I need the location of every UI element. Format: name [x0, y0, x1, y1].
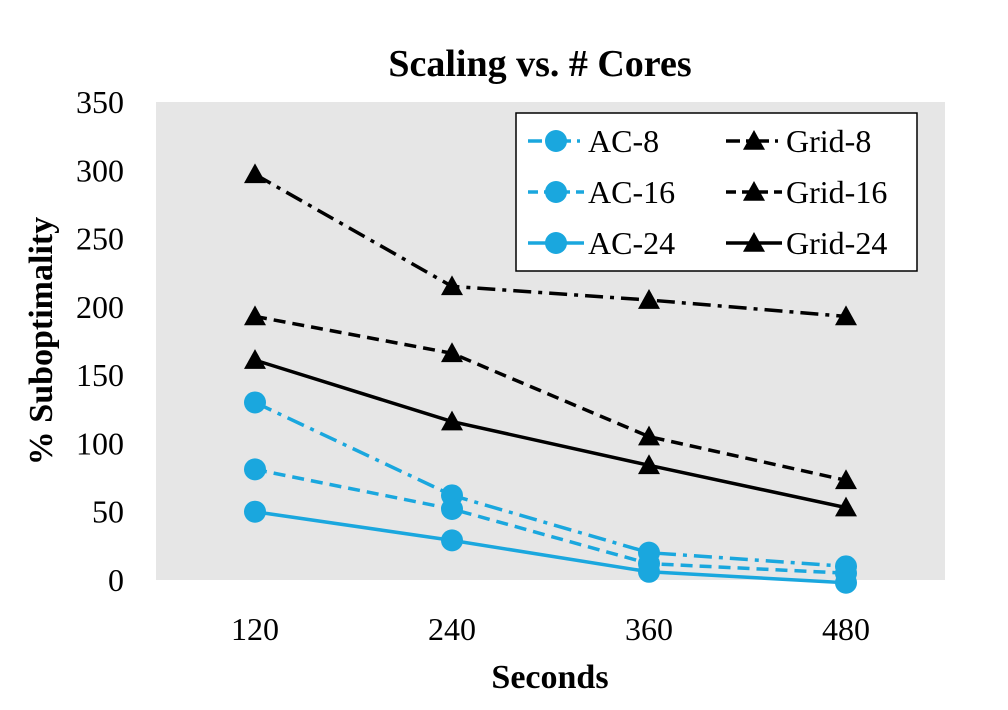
- data-point-grid-16: [835, 469, 857, 490]
- legend-label: AC-16: [588, 174, 675, 210]
- data-point-grid-24: [835, 496, 857, 517]
- legend-swatch-marker: [743, 130, 765, 150]
- y-tick-label: 350: [76, 84, 124, 120]
- legend-item-grid-24: Grid-24: [726, 225, 887, 261]
- legend-label: Grid-24: [786, 225, 887, 261]
- y-axis-title: % Suboptimality: [23, 217, 60, 465]
- data-point-grid-24: [244, 349, 266, 369]
- chart-title: Scaling vs. # Cores: [388, 43, 691, 85]
- y-tick-label: 0: [108, 562, 124, 598]
- legend-item-ac-24: AC-24: [528, 225, 675, 261]
- legend-label: AC-24: [588, 225, 675, 261]
- x-tick-label: 480: [822, 611, 870, 647]
- series-line-grid-8: [254, 172, 847, 319]
- x-axis-ticks: 120 240 360 480: [231, 611, 870, 647]
- data-point-grid-8: [244, 163, 266, 184]
- data-point-ac-16: [441, 497, 463, 520]
- data-point-grid-16: [441, 342, 463, 363]
- data-point-grid-16: [638, 425, 660, 446]
- data-point-grid-24: [638, 454, 660, 475]
- series-line-grid-24: [254, 358, 847, 510]
- series-line-ac-8: [254, 400, 847, 569]
- series-line-ac-24: [254, 509, 847, 585]
- y-tick-label: 100: [76, 425, 124, 461]
- y-tick-label: 150: [76, 357, 124, 393]
- legend: AC-8 AC-16 AC-24 Grid-8 Grid-16 Grid-24: [515, 112, 918, 272]
- y-tick-label: 250: [76, 221, 124, 257]
- x-tick-label: 240: [428, 611, 476, 647]
- y-tick-label: 300: [76, 152, 124, 188]
- data-point-ac-8: [244, 391, 266, 414]
- series-layer: [244, 163, 857, 594]
- data-point-ac-24: [244, 500, 266, 523]
- legend-item-grid-16: Grid-16: [726, 174, 887, 210]
- legend-swatch-marker: [545, 232, 567, 254]
- data-point-grid-8: [441, 275, 463, 296]
- y-axis-ticks: 0 50 100 150 200 250 300 350: [76, 84, 124, 598]
- series-line-grid-16: [254, 314, 847, 483]
- data-point-grid-8: [835, 305, 857, 326]
- series-line-ac-16: [254, 467, 847, 575]
- y-tick-label: 200: [76, 289, 124, 325]
- legend-label: Grid-16: [786, 174, 887, 210]
- data-point-grid-24: [441, 410, 463, 431]
- data-point-grid-8: [638, 289, 660, 309]
- legend-item-ac-16: AC-16: [528, 174, 675, 210]
- y-tick-label: 50: [92, 494, 124, 530]
- x-tick-label: 120: [231, 611, 279, 647]
- data-point-ac-24: [441, 529, 463, 552]
- data-point-grid-16: [244, 305, 266, 326]
- legend-swatch-marker: [545, 181, 567, 203]
- data-point-ac-16: [244, 458, 266, 481]
- x-axis-title: Seconds: [491, 659, 608, 696]
- legend-swatch-marker: [545, 130, 567, 152]
- legend-item-ac-8: AC-8: [528, 123, 659, 159]
- legend-label: Grid-8: [786, 123, 871, 159]
- series-grid-24: [244, 349, 857, 517]
- legend-label: AC-8: [588, 123, 659, 159]
- data-point-ac-24: [638, 560, 660, 583]
- series-ac-24: [244, 500, 857, 594]
- legend-swatch-marker: [743, 181, 765, 201]
- legend-item-grid-8: Grid-8: [726, 123, 871, 159]
- series-grid-16: [244, 305, 857, 490]
- data-point-ac-24: [835, 571, 857, 594]
- series-grid-8: [244, 163, 857, 326]
- legend-swatch-marker: [743, 232, 765, 252]
- x-tick-label: 360: [625, 611, 673, 647]
